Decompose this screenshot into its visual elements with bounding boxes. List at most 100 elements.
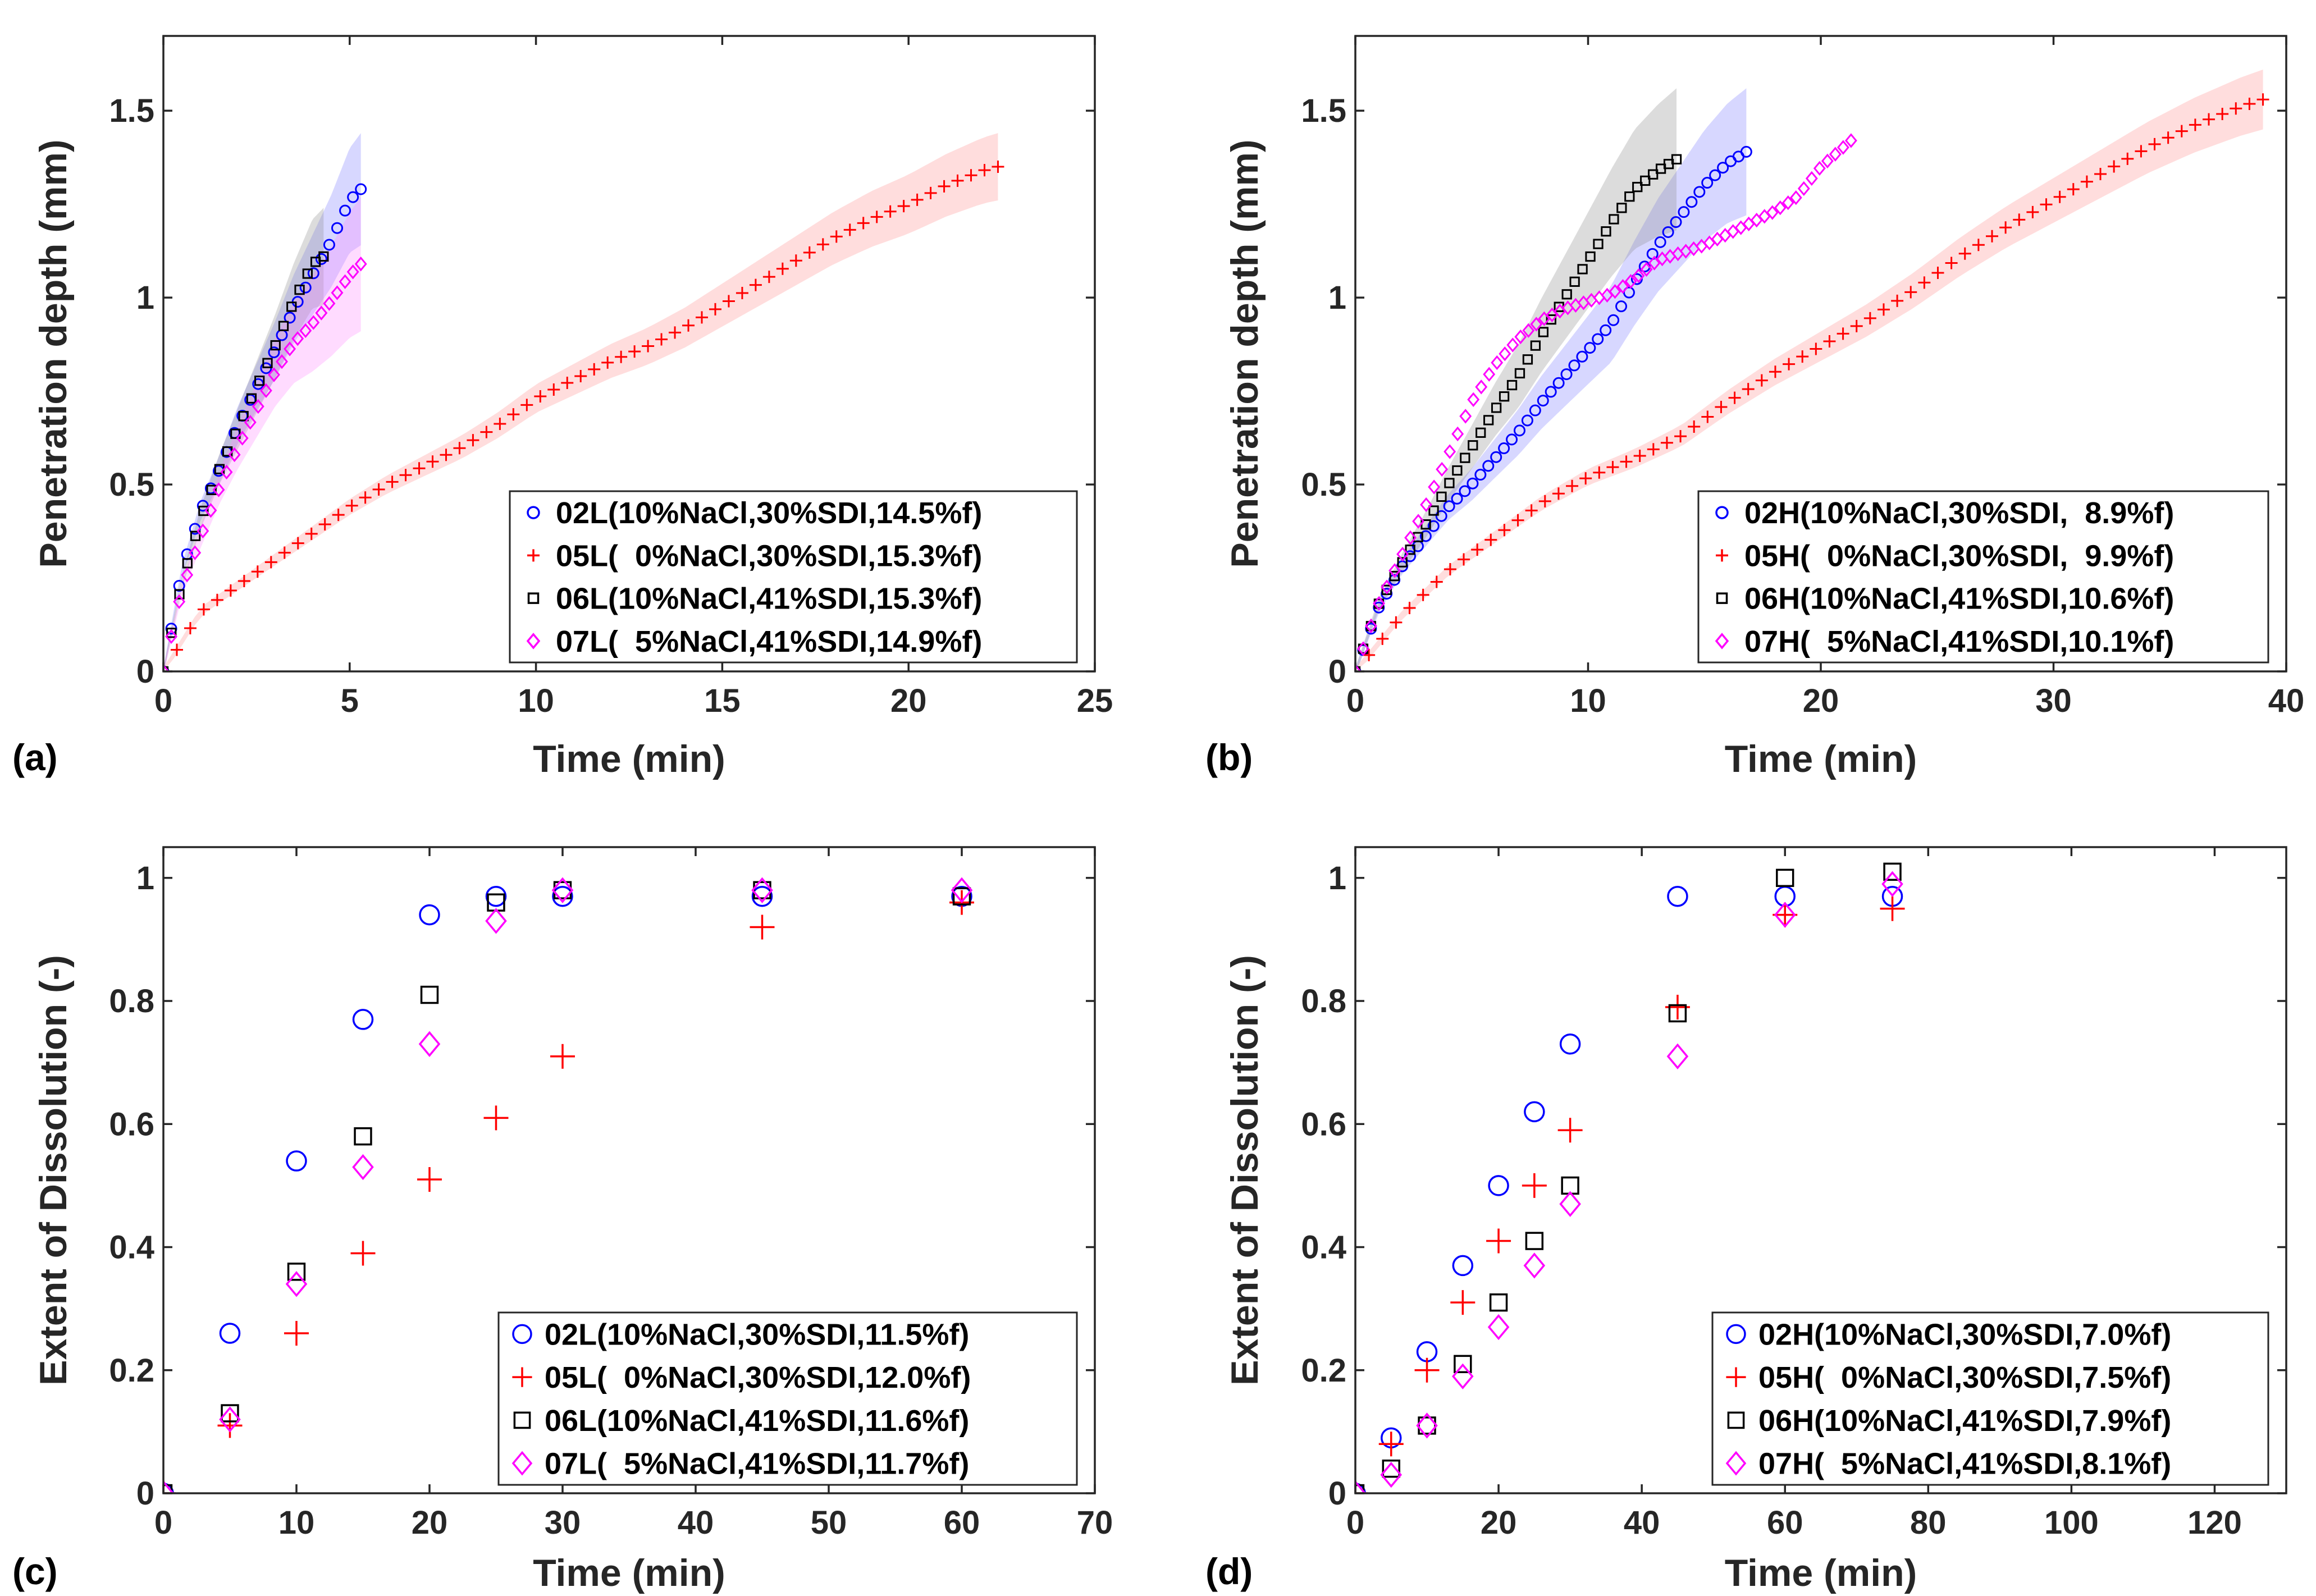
- data-point: [870, 211, 883, 223]
- data-point: [221, 1404, 239, 1423]
- data-point: [305, 527, 318, 540]
- data-point: [299, 323, 312, 339]
- y-tick-label: 1: [136, 860, 154, 897]
- legend-marker: [1726, 1324, 1746, 1345]
- band-02H: [1355, 88, 1747, 671]
- band-06L: [163, 208, 324, 671]
- band-05L: [163, 133, 998, 671]
- data-point: [1468, 440, 1478, 451]
- data-point: [1624, 274, 1637, 289]
- data-point: [1728, 391, 1741, 404]
- band-07L: [163, 196, 361, 671]
- data-point: [1648, 255, 1661, 271]
- data-point: [1837, 327, 1849, 340]
- data-point: [776, 262, 789, 275]
- data-point: [750, 914, 775, 940]
- data-point: [1615, 300, 1628, 313]
- series-05L: [163, 161, 1004, 671]
- data-point: [1452, 1255, 1474, 1277]
- data-point: [588, 363, 601, 376]
- data-point: [1405, 545, 1415, 555]
- data-point: [315, 253, 327, 265]
- data-point: [182, 558, 193, 569]
- x-tick-label: 5: [341, 683, 359, 719]
- data-point: [1883, 862, 1902, 881]
- data-point: [1499, 346, 1511, 362]
- data-point: [1436, 491, 1447, 502]
- data-point: [189, 545, 202, 560]
- data-point: [1931, 266, 1944, 279]
- legend-entry: 02H(10%NaCl,30%SDI,7.0%f): [1758, 1318, 2171, 1351]
- panel-a: 0 5 10 15 20 25 0 0.5 1 1.5 Time (min) Penetration …: [12, 35, 1113, 780]
- data-point: [323, 296, 336, 311]
- legend-marker: [1726, 1367, 1746, 1387]
- y-tick-label: 1.5: [109, 93, 154, 129]
- data-point: [1428, 505, 1439, 516]
- data-point: [237, 575, 250, 588]
- data-point: [1647, 443, 1660, 456]
- data-point: [1488, 1175, 1509, 1196]
- data-point: [762, 271, 775, 283]
- data-point: [965, 169, 977, 182]
- data-point: [284, 312, 296, 324]
- x-tick-label: 0: [154, 1504, 172, 1541]
- data-point: [552, 885, 573, 907]
- legend-marker: [1716, 592, 1728, 604]
- y-axis-label: Extent of Dissolution (-): [32, 955, 75, 1385]
- data-point: [1945, 257, 1958, 269]
- data-point: [1378, 1432, 1404, 1457]
- legend-entry: 02L(10%NaCl,30%SDI,14.5%f): [556, 496, 982, 530]
- data-point: [978, 164, 991, 177]
- data-point: [2148, 138, 2161, 150]
- legend: 02L(10%NaCl,30%SDI,11.5%f) 05L( 0%NaCl,30…: [497, 1311, 1078, 1486]
- data-point: [682, 319, 695, 332]
- data-point: [1552, 487, 1565, 500]
- data-point: [1660, 436, 1673, 449]
- data-point: [1390, 616, 1403, 629]
- data-point: [1693, 186, 1706, 198]
- data-point: [163, 664, 170, 671]
- legend-entry: 06H(10%NaCl,41%SDI,7.9%f): [1758, 1404, 2171, 1438]
- data-point: [1389, 570, 1400, 582]
- data-point: [372, 483, 385, 496]
- legend: 02L(10%NaCl,30%SDI,14.5%f) 05L( 0%NaCl,30…: [509, 490, 1078, 664]
- panel-label: (c): [12, 1551, 58, 1592]
- band-06H: [1355, 88, 1677, 671]
- data-point: [1365, 618, 1377, 634]
- data-point: [302, 268, 313, 279]
- data-point: [655, 333, 668, 346]
- data-point: [2080, 175, 2093, 188]
- data-point: [1593, 239, 1604, 249]
- data-point: [1355, 664, 1362, 671]
- y-tick-label: 0: [136, 1475, 154, 1512]
- data-point: [753, 881, 771, 899]
- legend-marker: [1715, 506, 1729, 519]
- data-point: [284, 341, 296, 356]
- data-point: [1620, 455, 1633, 468]
- data-point: [1958, 247, 1971, 260]
- data-point: [228, 447, 241, 463]
- data-point: [1560, 368, 1573, 381]
- data-point: [1451, 492, 1463, 505]
- data-point: [198, 505, 209, 516]
- y-tick-label: 0: [1328, 1475, 1346, 1512]
- data-point: [1521, 414, 1533, 427]
- x-tick-label: 60: [944, 1504, 980, 1541]
- x-tick-label: 0: [154, 683, 172, 719]
- data-point: [173, 580, 185, 592]
- data-point: [1418, 1416, 1436, 1435]
- data-point: [1522, 323, 1535, 338]
- data-point: [951, 174, 964, 187]
- x-tick-label: 60: [1767, 1504, 1803, 1541]
- data-point: [669, 326, 682, 339]
- data-point: [830, 230, 843, 243]
- data-point: [1376, 632, 1389, 645]
- data-point: [1363, 648, 1376, 661]
- panel-c: 0 10 20 30 40 50 60 70 0 0.2 0.4 0.6 0.8 1 Time (min) E…: [12, 846, 1113, 1594]
- x-tick-label: 70: [1077, 1504, 1113, 1541]
- x-tick-label: 40: [678, 1504, 714, 1541]
- data-point: [1428, 479, 1441, 495]
- y-tick-label: 1: [1328, 860, 1346, 897]
- x-tick-label: 30: [2035, 683, 2072, 719]
- data-point: [1482, 460, 1495, 472]
